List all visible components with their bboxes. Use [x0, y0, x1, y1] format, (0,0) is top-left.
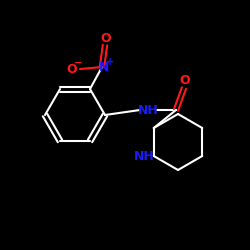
Text: N: N — [99, 60, 109, 74]
Text: +: + — [106, 57, 114, 67]
Text: O: O — [67, 62, 77, 76]
Text: O: O — [180, 74, 190, 88]
Text: NH: NH — [138, 104, 158, 117]
Text: O: O — [101, 32, 111, 44]
Text: −: − — [74, 58, 82, 68]
Text: NH: NH — [134, 150, 154, 162]
